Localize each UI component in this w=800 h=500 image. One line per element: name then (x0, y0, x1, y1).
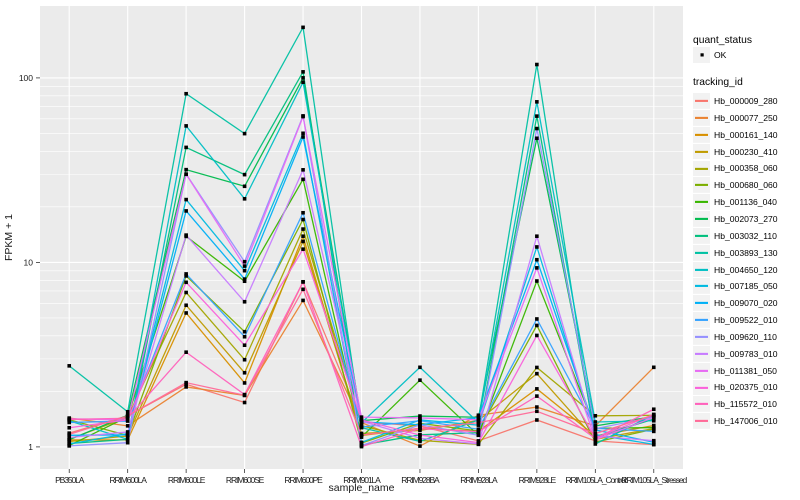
svg-text:RRIM105LA_Stressed: RRIM105LA_Stressed (621, 475, 687, 485)
svg-text:RRIM928LA: RRIM928LA (460, 475, 498, 485)
svg-text:FPKM + 1: FPKM + 1 (3, 214, 15, 261)
svg-text:RRIM600LA: RRIM600LA (109, 475, 147, 485)
svg-text:RRIM105LA_Control: RRIM105LA_Control (565, 475, 626, 485)
svg-text:100: 100 (19, 73, 33, 83)
svg-text:sample_name: sample_name (329, 482, 395, 494)
svg-text:RRIM928LE: RRIM928LE (519, 475, 557, 485)
svg-text:PB350LA: PB350LA (55, 475, 85, 485)
svg-text:RRIM600LE: RRIM600LE (168, 475, 206, 485)
svg-text:10: 10 (24, 257, 34, 267)
svg-text:RRIM600PE: RRIM600PE (284, 475, 323, 485)
svg-text:1: 1 (28, 442, 33, 452)
svg-text:RRIM600SE: RRIM600SE (226, 475, 265, 485)
svg-text:RRIM928BA: RRIM928BA (401, 475, 440, 485)
